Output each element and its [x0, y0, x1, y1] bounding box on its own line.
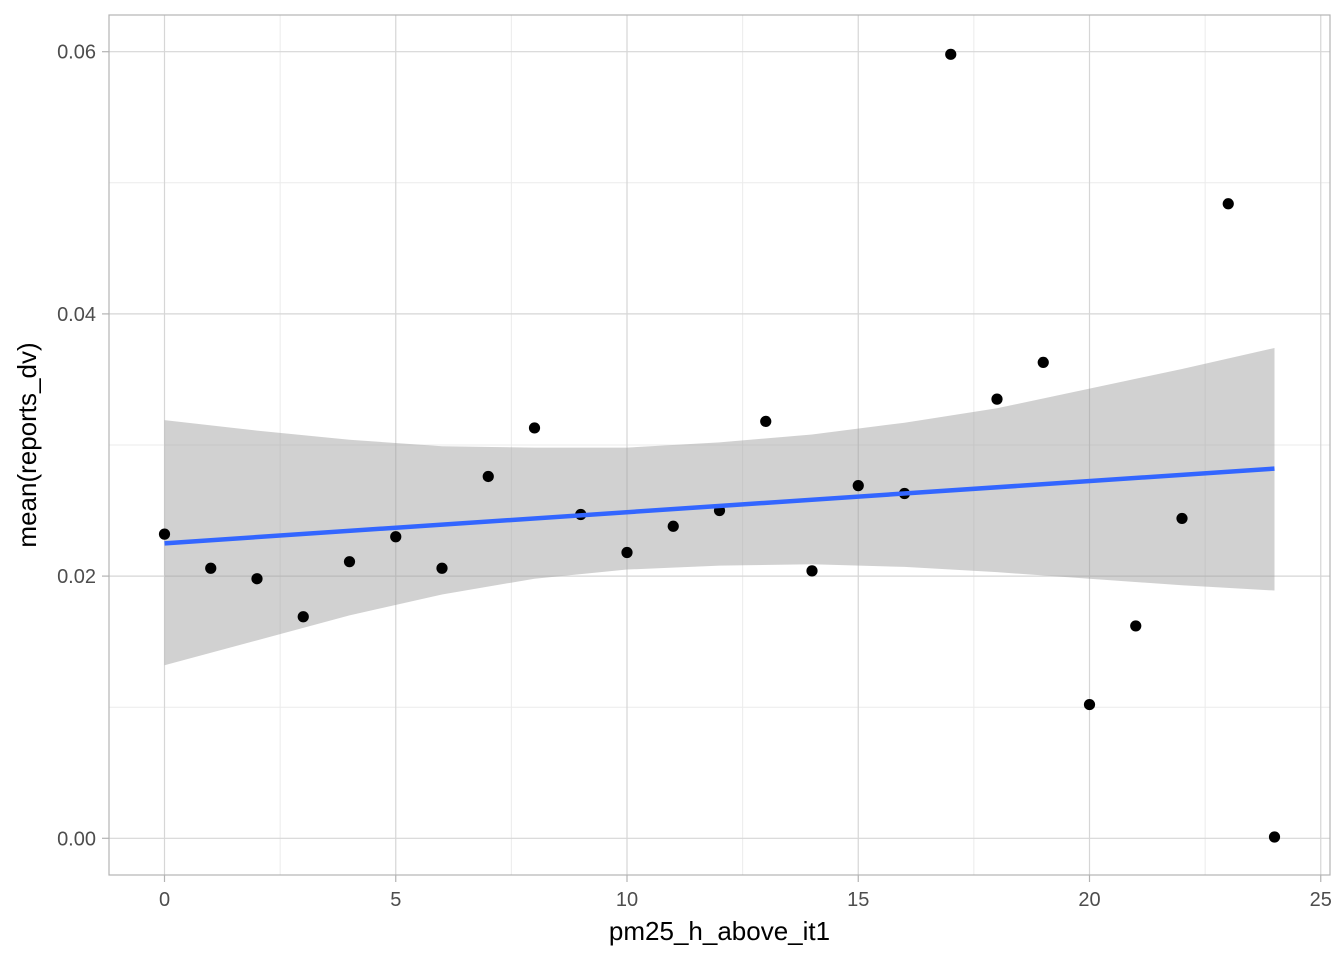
data-point	[436, 562, 448, 574]
data-point	[1130, 620, 1142, 632]
y-tick-label: 0.04	[57, 304, 96, 326]
data-point	[390, 531, 402, 543]
data-point	[343, 556, 356, 568]
data-point	[1222, 198, 1234, 210]
data-point	[297, 611, 309, 623]
y-axis-title: mean(reports_dv)	[12, 342, 42, 547]
y-tick-label: 0.00	[57, 828, 96, 850]
y-axis-ticks: 0.00 0.02 0.04 0.06	[57, 42, 109, 850]
minor-grid	[109, 15, 1330, 875]
points-layer	[158, 48, 1281, 843]
plot-border	[108, 14, 1331, 876]
data-point	[482, 470, 494, 483]
data-point	[251, 573, 263, 585]
data-point	[806, 565, 818, 577]
data-point	[1268, 831, 1281, 843]
x-axis-ticks: 0 5 10 15 20 25	[159, 875, 1332, 911]
data-point	[621, 546, 633, 559]
data-point	[760, 415, 772, 428]
data-point	[852, 480, 864, 492]
regression-line	[164, 466, 1275, 546]
x-tick-label: 5	[390, 889, 401, 911]
major-grid	[109, 15, 1330, 875]
data-point	[1083, 698, 1096, 711]
data-point	[528, 422, 541, 434]
data-point	[945, 48, 957, 60]
data-point	[158, 528, 171, 540]
x-tick-label: 25	[1310, 889, 1332, 911]
x-tick-label: 0	[159, 889, 170, 911]
data-point	[991, 393, 1003, 405]
data-point	[1037, 356, 1049, 369]
data-point	[205, 562, 217, 574]
x-tick-label: 10	[616, 889, 638, 911]
data-point	[667, 520, 679, 532]
data-point	[1176, 512, 1188, 525]
x-tick-label: 15	[847, 889, 869, 911]
y-tick-label: 0.02	[57, 566, 96, 588]
y-tick-label: 0.06	[57, 42, 96, 64]
fit-line-layer	[164, 466, 1275, 546]
x-tick-label: 20	[1078, 889, 1100, 911]
x-axis-title: pm25_h_above_it1	[609, 916, 830, 946]
